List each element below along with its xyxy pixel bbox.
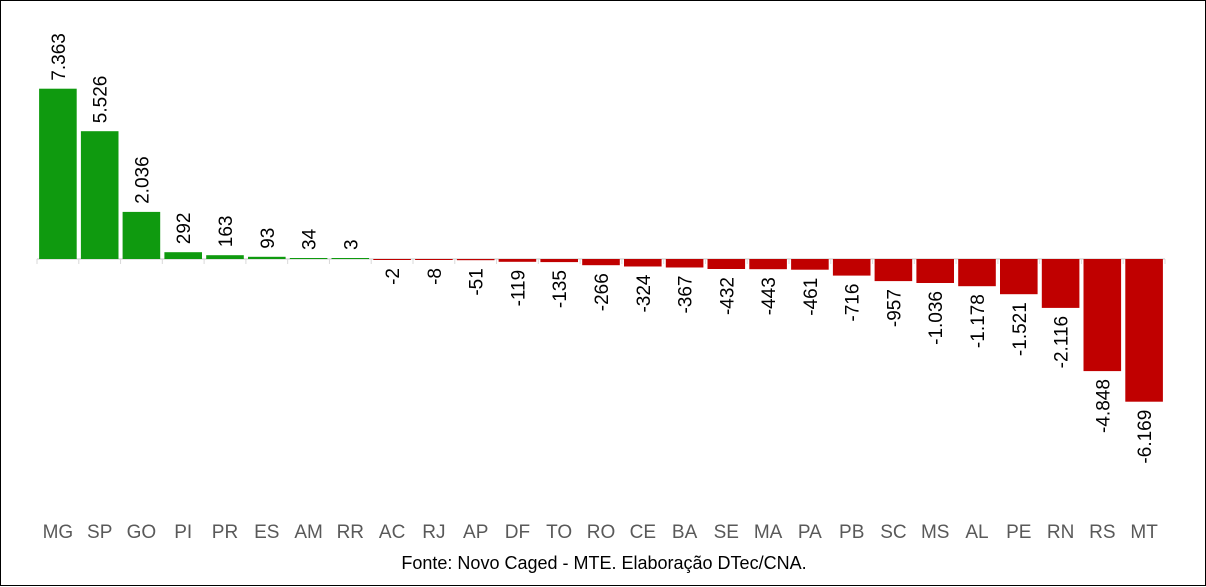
bar-rr bbox=[331, 258, 370, 259]
bar-pi bbox=[164, 252, 202, 259]
category-label-es: ES bbox=[254, 522, 279, 543]
category-label-rs: RS bbox=[1089, 522, 1115, 543]
data-label-pi: 292 bbox=[174, 212, 195, 244]
category-label-df: DF bbox=[505, 522, 530, 543]
bar-ro bbox=[582, 259, 620, 266]
bar-df bbox=[498, 259, 537, 262]
data-label-sc: -957 bbox=[884, 289, 905, 327]
data-label-pr: 163 bbox=[216, 215, 237, 247]
category-label-pe: PE bbox=[1006, 522, 1031, 543]
source-note: Fonte: Novo Caged - MTE. Elaboração DTec… bbox=[401, 553, 807, 573]
bar-es bbox=[248, 256, 286, 259]
data-label-pe: -1.521 bbox=[1010, 302, 1031, 356]
bar-mt bbox=[1125, 259, 1163, 402]
data-label-to: -135 bbox=[550, 270, 571, 308]
category-label-ac: AC bbox=[379, 522, 405, 543]
bar-ma bbox=[749, 259, 787, 270]
category-label-ce: CE bbox=[630, 522, 656, 543]
bar-ac bbox=[373, 259, 411, 260]
bar-sp bbox=[80, 131, 119, 259]
category-label-pa: PA bbox=[798, 522, 822, 543]
category-label-sp: SP bbox=[87, 522, 112, 543]
data-label-mt: -6.169 bbox=[1135, 410, 1156, 464]
category-label-mt: MT bbox=[1130, 522, 1158, 543]
data-label-ma: -443 bbox=[759, 277, 780, 315]
bar-ce bbox=[624, 259, 662, 267]
data-label-rj: -8 bbox=[425, 268, 446, 285]
data-label-ms: -1.036 bbox=[926, 291, 947, 345]
data-label-ac: -2 bbox=[383, 268, 404, 285]
bar-rj bbox=[415, 259, 453, 260]
data-label-rr: 3 bbox=[341, 239, 362, 250]
bar-ap bbox=[456, 259, 495, 261]
category-label-rj: RJ bbox=[422, 522, 445, 543]
data-label-df: -119 bbox=[508, 270, 529, 307]
category-label-pi: PI bbox=[174, 522, 192, 543]
data-label-ba: -367 bbox=[676, 276, 697, 314]
bar-am bbox=[289, 258, 328, 259]
bar-al bbox=[958, 259, 996, 287]
data-label-pa: -461 bbox=[801, 278, 822, 316]
bar-go bbox=[122, 211, 161, 259]
data-label-pb: -716 bbox=[843, 284, 864, 322]
data-label-ap: -51 bbox=[467, 268, 488, 295]
bar-pe bbox=[1000, 259, 1038, 295]
bar-to bbox=[540, 259, 578, 263]
category-label-ap: AP bbox=[463, 522, 488, 543]
data-label-es: 93 bbox=[258, 228, 279, 249]
data-label-go: 2.036 bbox=[132, 156, 153, 204]
bar-rs bbox=[1083, 259, 1122, 372]
category-label-pr: PR bbox=[212, 522, 238, 543]
category-label-ro: RO bbox=[587, 522, 616, 543]
category-label-mg: MG bbox=[43, 522, 74, 543]
category-label-ma: MA bbox=[754, 522, 783, 543]
data-label-rs: -4.848 bbox=[1093, 379, 1114, 433]
data-label-am: 34 bbox=[300, 228, 321, 250]
category-label-al: AL bbox=[965, 522, 988, 543]
data-label-se: -432 bbox=[717, 277, 738, 315]
bar-se bbox=[707, 259, 746, 269]
category-label-ba: BA bbox=[672, 522, 698, 543]
category-label-ms: MS bbox=[921, 522, 950, 543]
category-label-go: GO bbox=[127, 522, 157, 543]
data-label-rn: -2.116 bbox=[1052, 316, 1073, 368]
bar-rn bbox=[1041, 259, 1080, 308]
data-label-al: -1.178 bbox=[968, 294, 989, 348]
category-label-sc: SC bbox=[880, 522, 906, 543]
data-label-ro: -266 bbox=[592, 273, 613, 311]
data-label-sp: 5.526 bbox=[91, 76, 112, 124]
category-label-pb: PB bbox=[839, 522, 864, 543]
category-label-rn: RN bbox=[1047, 522, 1074, 543]
bar-pb bbox=[832, 259, 871, 276]
bar-ba bbox=[665, 259, 704, 268]
category-label-to: TO bbox=[546, 522, 572, 543]
bar-sc bbox=[874, 259, 913, 282]
category-label-rr: RR bbox=[337, 522, 364, 543]
bar-pr bbox=[206, 255, 244, 259]
data-label-ce: -324 bbox=[634, 274, 655, 312]
data-label-mg: 7.363 bbox=[49, 33, 70, 81]
bar-mg bbox=[39, 88, 77, 259]
bar-ms bbox=[916, 259, 954, 283]
bar-pa bbox=[791, 259, 829, 270]
category-label-se: SE bbox=[714, 522, 739, 543]
category-label-am: AM bbox=[294, 522, 323, 543]
